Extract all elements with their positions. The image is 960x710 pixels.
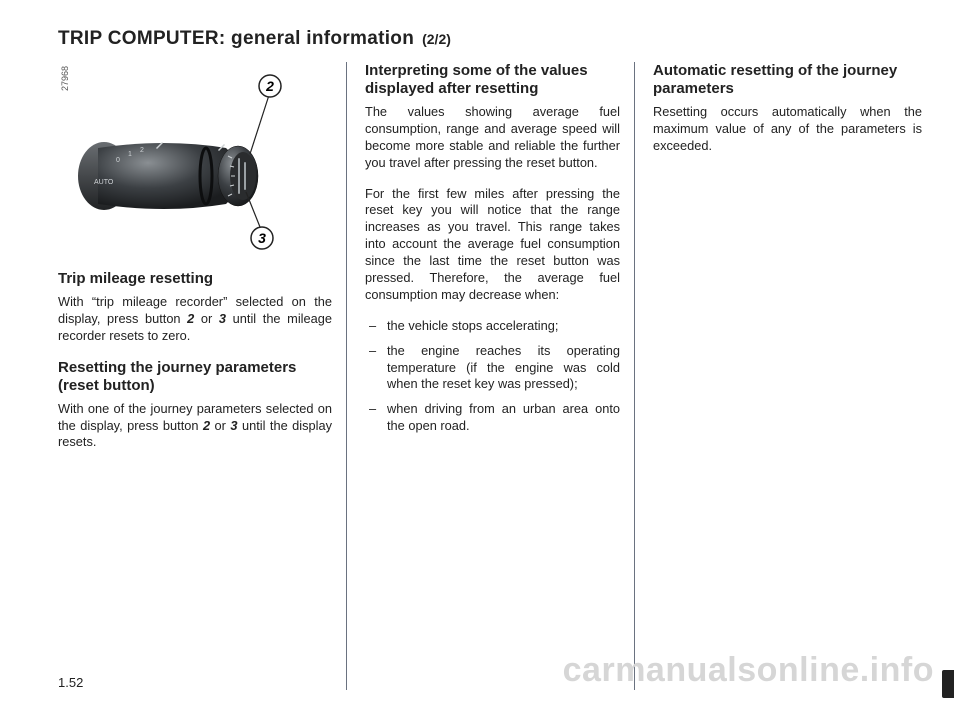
callout-3-number: 3	[258, 230, 266, 246]
button-ref-3: 3	[230, 418, 237, 433]
list-item: when driving from an urban area onto the…	[387, 401, 620, 435]
col1-para-2: With one of the journey parameters selec…	[58, 401, 332, 452]
content-columns: 27968	[58, 62, 922, 690]
col2-list: the vehicle stops accelerating; the engi…	[365, 318, 620, 435]
text: or	[210, 418, 230, 433]
col1-heading-2: Resetting the journey parameters (reset …	[58, 359, 332, 395]
watermark: carmanualsonline.info	[563, 651, 934, 690]
manual-page: TRIP COMPUTER: general information (2/2)…	[0, 0, 960, 710]
section-tab	[942, 670, 954, 698]
text: or	[194, 311, 219, 326]
page-title-pagination: (2/2)	[422, 31, 451, 47]
list-item: the vehicle stops accelerating;	[387, 318, 620, 335]
col1-heading-1: Trip mileage resetting	[58, 270, 332, 288]
button-ref-3: 3	[219, 311, 226, 326]
column-2: Interpreting some of the values displaye…	[346, 62, 634, 690]
col3-heading-1: Automatic resetting of the journey param…	[653, 62, 922, 98]
page-number: 1.52	[58, 675, 83, 690]
page-title: TRIP COMPUTER: general information	[58, 28, 414, 50]
col2-para-1: The values showing average fuel consumpt…	[365, 104, 620, 172]
callout-3: 3	[58, 62, 318, 252]
col3-para-1: Resetting occurs automatically when the …	[653, 104, 922, 155]
col1-para-1: With “trip mileage recorder” selected on…	[58, 294, 332, 345]
page-title-row: TRIP COMPUTER: general information (2/2)	[58, 28, 922, 50]
column-1: 27968	[58, 62, 346, 690]
button-ref-2: 2	[203, 418, 210, 433]
col2-para-2: For the first few miles after pressing t…	[365, 186, 620, 304]
column-3: Automatic resetting of the journey param…	[634, 62, 922, 690]
figure-stalk: 27968	[58, 62, 318, 252]
col2-heading-1: Interpreting some of the values displaye…	[365, 62, 620, 98]
list-item: the engine reaches its operating tempera…	[387, 343, 620, 394]
